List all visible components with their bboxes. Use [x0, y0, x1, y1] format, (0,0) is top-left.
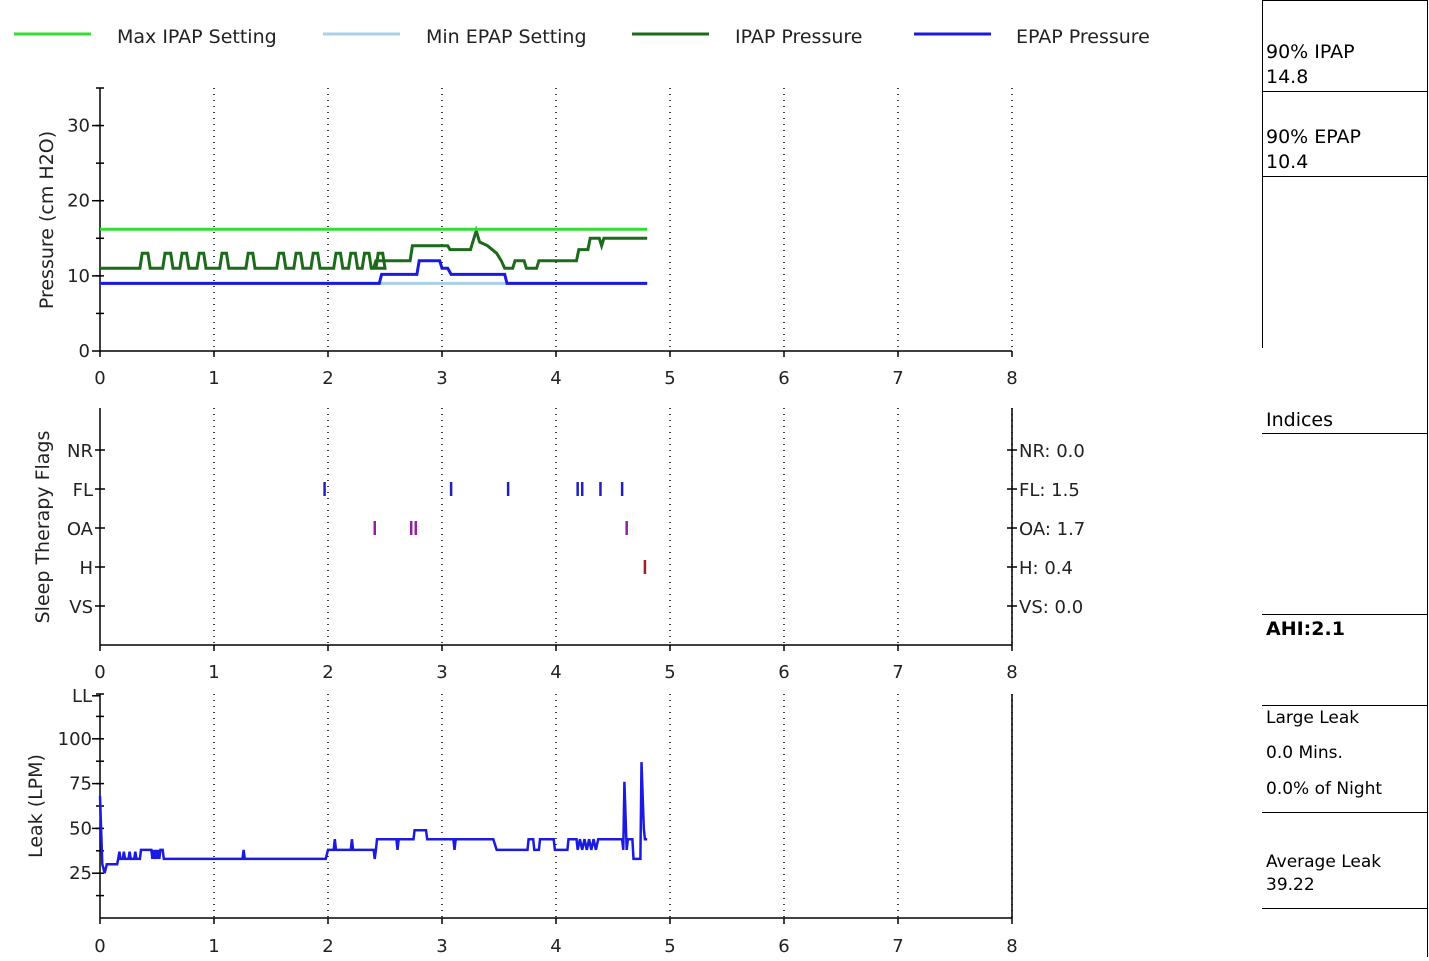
x-tick-label-8: 8	[1006, 936, 1017, 957]
legend-label-0: Max IPAP Setting	[117, 26, 277, 48]
y-tick-label-2: 20	[67, 191, 90, 212]
x-tick-label-3: 3	[436, 662, 447, 683]
side-rule-3	[1262, 433, 1428, 434]
avg-leak-value: 39.22	[1266, 875, 1315, 895]
chart-svg: Max IPAP Setting Min EPAP Setting IPAP Pre…	[14, 26, 1150, 957]
side-rule-5	[1262, 705, 1428, 706]
epap90-label: 90% EPAP	[1266, 126, 1361, 148]
legend: Max IPAP Setting Min EPAP Setting IPAP Pre…	[14, 26, 1150, 48]
x-tick-label-2: 2	[322, 936, 333, 957]
flag-category-2: OA	[67, 519, 94, 540]
x-tick-label-5: 5	[664, 368, 675, 389]
x-tick-label-4: 4	[550, 936, 561, 957]
y-axis-label: Sleep Therapy Flags	[32, 431, 54, 624]
x-tick-label-1: 1	[208, 368, 219, 389]
x-tick-label-2: 2	[322, 662, 333, 683]
series-line-3	[100, 259, 648, 285]
x-tick-label-3: 3	[436, 936, 447, 957]
x-tick-label-6: 6	[778, 368, 789, 389]
x-tick-label-6: 6	[778, 936, 789, 957]
flag-category-4: VS	[69, 597, 93, 618]
x-tick-label-7: 7	[892, 936, 903, 957]
y-tick-label-0: 0	[79, 341, 90, 362]
leak-panel: 0 1 2 3 4 5 6 7 8 25 50 75 100 LL Leak (LPM)	[25, 686, 1018, 957]
flag-value-2: OA: 1.7	[1019, 519, 1085, 540]
series-line-2	[100, 225, 648, 270]
leak-line	[98, 762, 648, 874]
x-tick-label-7: 7	[892, 368, 903, 389]
ipap90-value: 14.8	[1266, 66, 1309, 88]
side-rule-4	[1262, 614, 1428, 615]
x-tick-label-5: 5	[664, 936, 675, 957]
epap90-value: 10.4	[1266, 151, 1309, 173]
large-leak-mins: 0.0 Mins.	[1266, 743, 1343, 763]
side-divider-top	[1262, 0, 1263, 348]
y-axis-label: Leak (LPM)	[25, 754, 47, 858]
x-tick-label-5: 5	[664, 662, 675, 683]
x-tick-label-0: 0	[94, 936, 105, 957]
ipap90-label: 90% IPAP	[1266, 41, 1355, 63]
x-tick-label-2: 2	[322, 368, 333, 389]
flag-value-3: H: 0.4	[1019, 558, 1073, 579]
x-tick-label-6: 6	[778, 662, 789, 683]
legend-label-1: Min EPAP Setting	[426, 26, 587, 48]
y-axis-label: Pressure (cm H2O)	[36, 131, 58, 309]
flag-value-1: FL: 1.5	[1019, 480, 1080, 501]
x-tick-label-0: 0	[94, 662, 105, 683]
avg-leak-label: Average Leak	[1266, 852, 1382, 872]
side-divider-right	[1427, 0, 1428, 957]
x-tick-label-1: 1	[208, 936, 219, 957]
x-tick-label-0: 0	[94, 368, 105, 389]
y-tick-label-0: 25	[69, 863, 92, 884]
x-tick-label-4: 4	[550, 662, 561, 683]
large-leak-percent: 0.0% of Night	[1266, 779, 1383, 799]
x-tick-label-4: 4	[550, 368, 561, 389]
flag-category-3: H	[79, 558, 93, 579]
chart-area: Max IPAP Setting Min EPAP Setting IPAP Pre…	[14, 26, 1150, 957]
side-rule-6	[1262, 812, 1428, 813]
side-rule-1	[1262, 91, 1428, 92]
legend-label-2: IPAP Pressure	[735, 26, 862, 48]
flag-category-0: NR	[67, 441, 93, 462]
x-tick-label-8: 8	[1006, 368, 1017, 389]
y-tick-label-4: LL	[72, 686, 92, 707]
y-tick-label-1: 50	[69, 818, 92, 839]
x-tick-label-8: 8	[1006, 662, 1017, 683]
indices-label: Indices	[1266, 409, 1334, 431]
ahi-value: AHI:2.1	[1266, 618, 1345, 640]
side-rule-0	[1262, 0, 1428, 1]
legend-label-3: EPAP Pressure	[1016, 26, 1150, 48]
y-tick-label-2: 75	[69, 774, 92, 795]
flag-value-0: NR: 0.0	[1019, 441, 1085, 462]
flags-panel: 0 1 2 3 4 5 6 7 8 NR NR: 0.0 FL FL: 1.5 OA OA: 1.7 H H: …	[32, 408, 1085, 683]
x-tick-label-1: 1	[208, 662, 219, 683]
flag-value-4: VS: 0.0	[1019, 597, 1083, 618]
x-tick-label-3: 3	[436, 368, 447, 389]
y-tick-label-1: 10	[67, 266, 90, 287]
large-leak-label: Large Leak	[1266, 708, 1360, 728]
pressure-panel: 0 1 2 3 4 5 6 7 8 0 10 20 30 Pressure (cm H2O)	[36, 87, 1018, 389]
flag-category-1: FL	[73, 480, 93, 501]
y-tick-label-3: 100	[58, 729, 92, 750]
side-rule-7	[1262, 908, 1428, 909]
x-tick-label-7: 7	[892, 662, 903, 683]
y-tick-label-3: 30	[67, 116, 90, 137]
side-rule-2	[1262, 176, 1428, 177]
